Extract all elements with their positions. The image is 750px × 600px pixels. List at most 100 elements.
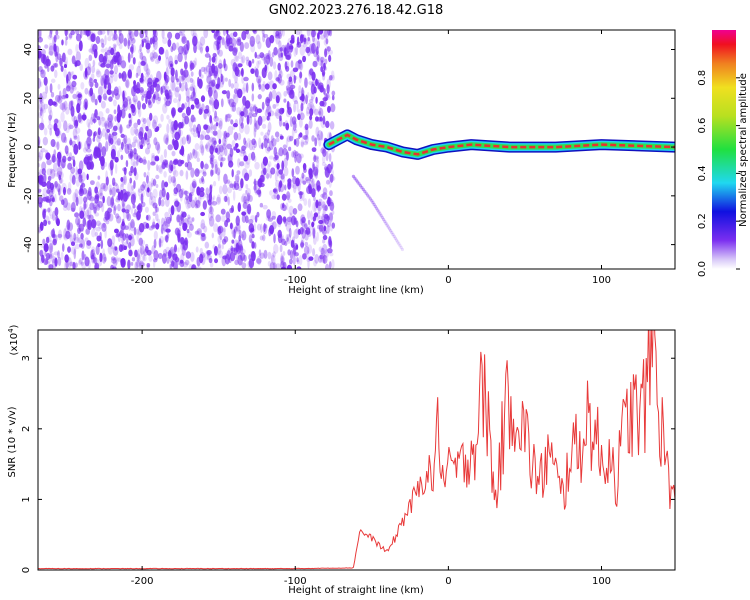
spectrogram-noise-cell (200, 66, 206, 73)
spectrogram-noise-cell (320, 66, 324, 73)
spectrogram-noise-cell (219, 79, 224, 88)
spectrogram-noise-cell (135, 261, 141, 269)
spectrogram-noise-cell (278, 117, 283, 127)
spectrogram-noise-cell (131, 141, 136, 148)
spectrogram-noise-cell (213, 40, 218, 51)
spectrogram-noise-cell (279, 79, 285, 86)
spectrogram-noise-cell (256, 223, 262, 231)
spectrogram-noise-cell (295, 137, 300, 148)
spectrogram-noise-cell (78, 223, 85, 232)
spectrogram-noise-cell (257, 41, 262, 50)
spectrogram-noise-cell (138, 227, 143, 236)
spectrogram-noise-cell (132, 191, 137, 200)
spectrogram-noise-cell (277, 233, 283, 244)
spectrogram-noise-cell (202, 171, 207, 177)
spectrogram-noise-cell (43, 173, 47, 183)
spectrogram-noise-cell (40, 69, 46, 79)
spectrogram-noise-cell (190, 127, 195, 135)
spectrogram-noise-cell (98, 53, 104, 63)
spectrogram-noise-cell (207, 86, 213, 97)
spectrogram-noise-cell (300, 95, 306, 106)
spectrogram-noise-cell (49, 127, 52, 136)
spectrogram-noise-cell (310, 42, 316, 54)
spectrogram-noise-cell (126, 95, 131, 102)
spectrogram-noise-cell (107, 36, 112, 42)
x-tick-label: 100 (592, 275, 611, 286)
spectrogram-noise-cell (259, 52, 265, 59)
spectrogram-noise-cell (121, 70, 127, 82)
spectrogram-noise-cell (76, 233, 79, 242)
spectrogram-trail-point (398, 244, 402, 248)
spectrogram-noise-cell (155, 93, 162, 105)
spectrogram-noise-cell (54, 69, 58, 79)
spectrogram-noise-cell (84, 57, 90, 69)
spectrogram-noise-cell (120, 141, 124, 150)
spectrogram-noise-cell (67, 257, 72, 269)
spectrogram-noise-cell (119, 189, 124, 201)
spectrogram-noise-cell (78, 174, 83, 183)
spectrogram-noise-cell (188, 118, 193, 128)
spectrogram-noise-cell (64, 254, 69, 263)
spectrogram-noise-cell (41, 91, 48, 100)
spectrogram-noise-cell (214, 40, 220, 46)
spectrogram-noise-cell (47, 34, 53, 40)
spectrogram-noise-cell (266, 209, 272, 219)
spectrogram-noise-cell (89, 31, 94, 43)
spectrogram-noise-cell (319, 254, 324, 260)
spectrogram-noise-cell (196, 266, 202, 269)
spectrogram-noise-cell (181, 46, 187, 56)
spectrogram-trail-point (397, 242, 401, 246)
spectrogram-trail-point (392, 234, 396, 238)
spectrogram-noise-cell (237, 132, 242, 141)
spectrogram-noise-cell (55, 34, 60, 40)
spectrogram-noise-cell (80, 82, 85, 90)
spectrogram-noise-cell (221, 64, 226, 69)
spectrogram-noise-cell (232, 31, 238, 38)
spectrogram-noise-cell (312, 216, 317, 222)
spectrogram-noise-cell (310, 210, 313, 221)
spectrogram-noise-cell (299, 112, 305, 121)
spectrogram-noise-cell (145, 222, 150, 229)
spectrogram-noise-cell (236, 87, 240, 95)
spectrogram-noise-cell (75, 216, 81, 226)
spectrogram-noise-cell (232, 190, 236, 201)
spectrogram-noise-cell (273, 233, 276, 244)
spectrogram-noise-cell (107, 113, 113, 123)
spectrogram-noise-cell (118, 244, 124, 252)
spectrogram-noise-cell (227, 186, 233, 194)
y-tick-label: 2 (21, 426, 32, 432)
spectrogram-noise-cell (223, 195, 228, 202)
spectrogram-noise-cell (235, 142, 239, 148)
spectrogram-noise-cell (38, 30, 42, 39)
spectrogram-noise-cell (42, 238, 46, 245)
spectrogram-noise-cell (331, 90, 336, 96)
spectrogram-noise-cell (322, 208, 326, 218)
spectrogram-noise-cell (86, 156, 91, 161)
spectrogram-noise-cell (167, 38, 172, 48)
spectrogram-noise-cell (118, 72, 122, 79)
spectrogram-noise-cell (43, 258, 49, 266)
spectrogram-noise-cell (160, 227, 166, 234)
spectrogram-noise-cell (162, 37, 168, 44)
spectrogram-noise-cell (174, 200, 180, 208)
spectrogram-noise-cell (158, 237, 162, 248)
spectrogram-noise-cell (168, 207, 174, 215)
spectrogram-noise-cell (271, 137, 277, 147)
spectrogram-noise-cell (250, 215, 256, 221)
spectrogram-noise-cell (134, 128, 139, 136)
spectrogram-noise-cell (299, 34, 304, 44)
spectrogram-noise-cell (293, 242, 298, 250)
spectrogram-noise-cell (273, 187, 279, 195)
spectrogram-noise-cell (55, 215, 59, 225)
spectrogram-noise-cell (108, 30, 113, 37)
spectrogram-noise-cell (255, 258, 262, 264)
spectrogram-noise-cell (240, 149, 246, 154)
spectrogram-noise-cell (168, 175, 173, 184)
spectrogram-noise-cell (220, 215, 226, 222)
spectrogram-noise-cell (169, 160, 174, 171)
spectrogram-noise-cell (296, 259, 300, 265)
spectrogram-noise-cell (312, 30, 317, 36)
spectrogram-noise-cell (56, 170, 63, 179)
spectrogram-noise-cell (44, 241, 48, 250)
spectrogram-noise-cell (292, 249, 296, 257)
